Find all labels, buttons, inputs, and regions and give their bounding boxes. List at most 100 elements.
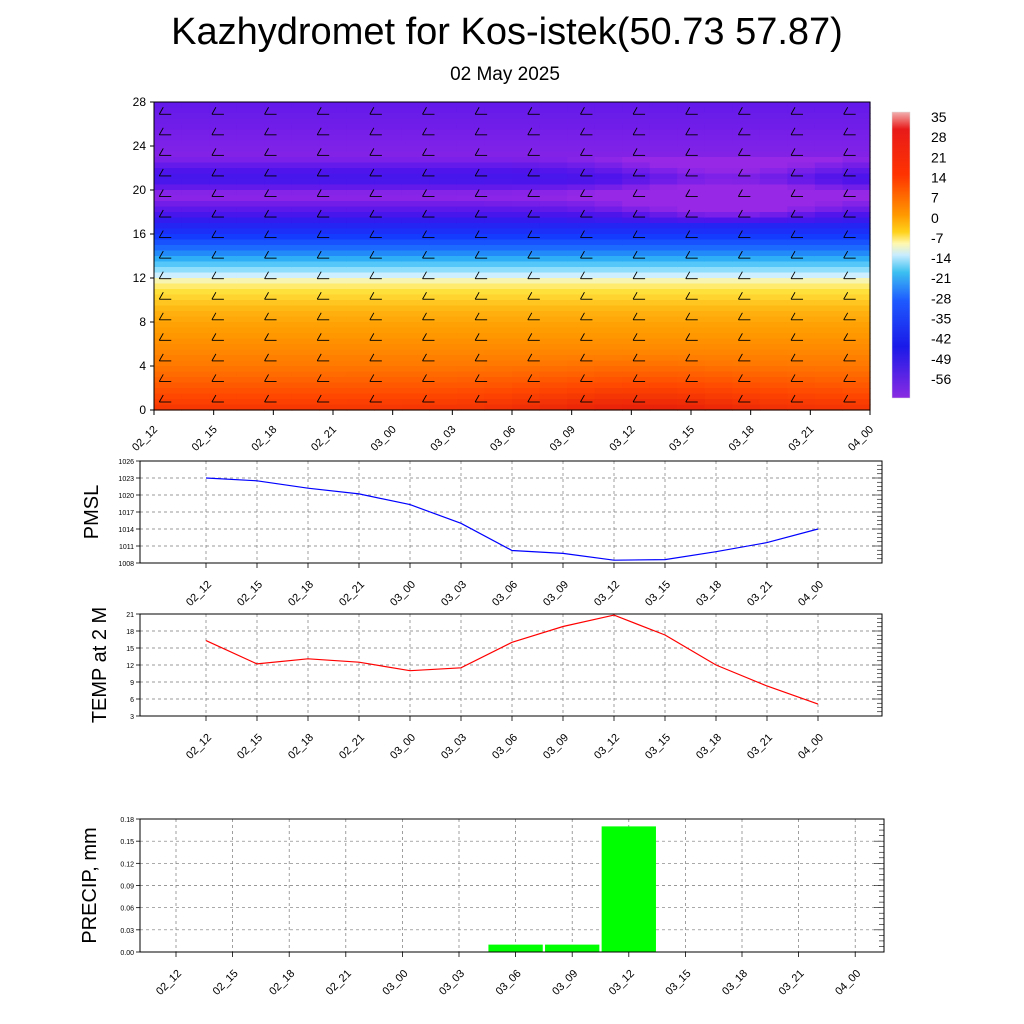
heatmap-cell — [649, 118, 678, 125]
heatmap-cell — [319, 223, 348, 230]
heatmap-cell — [264, 140, 293, 147]
heatmap-cell — [539, 278, 568, 285]
heatmap-cell — [732, 129, 761, 136]
heatmap-cell — [704, 393, 733, 400]
y-tick-label: 1017 — [118, 510, 134, 517]
heatmap-cell — [346, 135, 375, 142]
heatmap-cell — [759, 201, 788, 208]
wind-barb — [632, 271, 638, 279]
heatmap-cell — [154, 173, 183, 180]
heatmap-cell — [649, 388, 678, 395]
heatmap-cell — [209, 129, 238, 136]
heatmap-cell — [649, 289, 678, 296]
heatmap-cell — [209, 206, 238, 213]
wind-barb — [158, 312, 164, 321]
heatmap-cell — [622, 267, 651, 274]
heatmap-cell — [622, 294, 651, 301]
heatmap-cell — [732, 135, 761, 142]
heatmap-cell — [291, 118, 320, 125]
heatmap-cell — [814, 124, 844, 131]
heatmap-cell — [704, 190, 733, 197]
y-tick-label: 0.12 — [120, 861, 134, 868]
heatmap-cell — [677, 305, 706, 312]
heatmap-cell — [594, 305, 623, 312]
heatmap-cell — [622, 404, 651, 411]
heatmap-cell — [704, 129, 733, 136]
heatmap-cell — [704, 107, 733, 114]
heatmap-cell — [622, 217, 651, 224]
heatmap-cell — [429, 217, 458, 224]
heatmap-cell — [622, 140, 651, 147]
wind-barb — [422, 312, 427, 321]
heatmap-cell — [154, 206, 183, 213]
heatmap-cell — [594, 371, 623, 378]
wind-barb — [737, 271, 743, 279]
heatmap-cell — [429, 283, 458, 290]
heatmap-cell — [374, 173, 403, 180]
heatmap-cell — [374, 377, 403, 384]
heatmap-cell — [787, 256, 816, 263]
heatmap-cell — [209, 118, 238, 125]
heatmap-cell — [484, 404, 513, 411]
heatmap-cell — [567, 250, 596, 257]
colorbar-label: -21 — [931, 270, 951, 286]
wind-barb — [211, 148, 217, 156]
heatmap-cell — [622, 272, 651, 279]
heatmap-cell — [704, 404, 733, 411]
heatmap-cell — [429, 256, 458, 263]
heatmap-cell — [649, 184, 678, 191]
heatmap-cell — [512, 157, 541, 164]
heatmap-cell — [622, 206, 651, 213]
heatmap-cell — [732, 157, 761, 164]
heatmap-cell — [429, 146, 458, 153]
heatmap-cell — [291, 151, 320, 158]
heatmap-cell — [594, 366, 623, 373]
heatmap-cell — [264, 327, 293, 334]
wind-barb — [369, 209, 375, 218]
heatmap-cell — [319, 179, 348, 186]
wind-barb — [737, 107, 743, 115]
x-tick-label: 03_18 — [727, 424, 757, 454]
heatmap-cell — [814, 206, 844, 213]
wind-barb — [527, 353, 533, 362]
wind-barb — [685, 209, 691, 218]
heatmap-cell — [732, 300, 761, 307]
heatmap-cell — [401, 300, 430, 307]
heatmap-cell — [567, 129, 596, 136]
heatmap-cell — [649, 206, 678, 213]
heatmap-cell — [704, 267, 733, 274]
heatmap-cell — [429, 404, 458, 411]
heatmap-cell — [264, 377, 293, 384]
heatmap-cell — [842, 179, 871, 186]
heatmap-cell — [649, 333, 678, 340]
heatmap-cell — [622, 256, 651, 263]
heatmap-cell — [787, 239, 816, 246]
heatmap-cell — [319, 190, 348, 197]
heatmap-cell — [181, 327, 210, 334]
heatmap-cell — [236, 245, 265, 252]
heatmap-cell — [154, 201, 183, 208]
heatmap-cell — [401, 124, 430, 131]
heatmap-cell — [512, 261, 541, 268]
heatmap-cell — [209, 162, 238, 169]
heatmap-cell — [704, 278, 733, 285]
heatmap-cell — [401, 135, 430, 142]
heatmap-cell — [236, 234, 265, 241]
heatmap-cell — [704, 272, 733, 279]
heatmap-cell — [181, 349, 210, 356]
heatmap-cell — [732, 344, 761, 351]
heatmap-cell — [732, 272, 761, 279]
heatmap-cell — [567, 382, 596, 389]
heatmap-cell — [677, 173, 706, 180]
heatmap-cell — [181, 129, 210, 136]
y-tick-label: 1020 — [118, 493, 134, 500]
x-tick-label: 03_21 — [786, 424, 816, 454]
heatmap-cell — [374, 245, 403, 252]
heatmap-cell — [209, 338, 238, 345]
heatmap-cell — [264, 338, 293, 345]
x-tick-label: 03_12 — [592, 732, 622, 762]
heatmap-cell — [649, 201, 678, 208]
heatmap-cell — [319, 234, 348, 241]
wind-barb — [474, 127, 480, 136]
heatmap-cell — [814, 388, 844, 395]
